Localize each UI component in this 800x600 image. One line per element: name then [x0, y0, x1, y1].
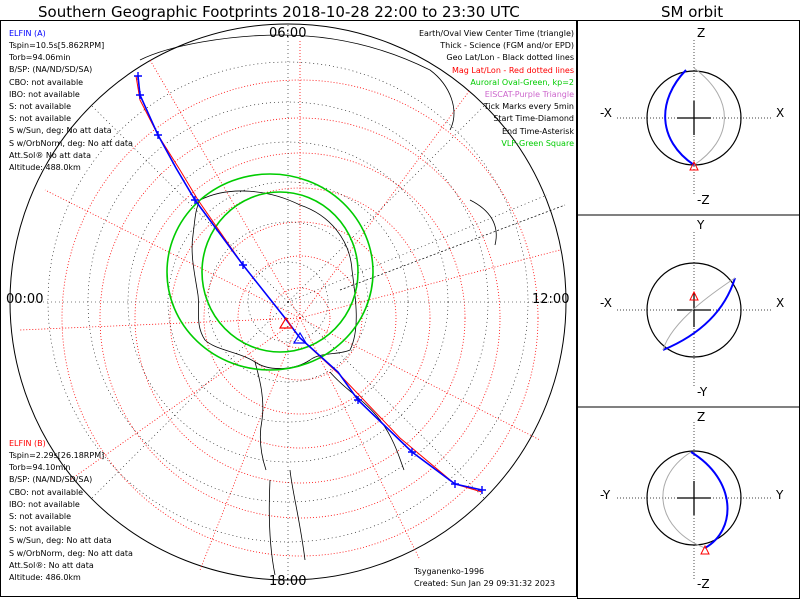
- orbit-panel-xy: [617, 232, 773, 388]
- horizon-circle: [9, 23, 567, 581]
- elfin-b-line: CBO: not available: [9, 487, 84, 497]
- elfin-a-line: S w/OrbNorm, deg: No att data: [9, 138, 133, 148]
- created-label: Created: Sun Jan 29 09:31:32 2023: [414, 579, 556, 588]
- elfin-b-line: S w/OrbNorm, deg: No att data: [9, 548, 133, 558]
- tick-marks: [134, 72, 486, 494]
- elfin-b-line: B/SP: (NA/ND/SD/SA): [9, 475, 93, 485]
- elfin-a-line: Tspin=10.5s[5.862RPM]: [9, 41, 105, 50]
- elfin-a-line: S: not available: [9, 114, 72, 124]
- panel2-top: Y: [697, 218, 705, 232]
- elfin-a-line: CBO: not available: [9, 77, 84, 87]
- legend-item: Earth/Oval View Center Time (triangle): [418, 29, 574, 38]
- panel1-right: X: [776, 106, 785, 120]
- coastline: [139, 34, 497, 576]
- panel3-right: Y: [776, 488, 784, 502]
- legend-item: Mag Lat/Lon - Red dotted lines: [451, 65, 574, 75]
- elfin-a-line: Torb=94.06min: [9, 53, 71, 63]
- panel1-top: Z: [697, 26, 706, 40]
- elfin-a-line: S: not available: [9, 102, 72, 112]
- panel2-left: -X: [600, 296, 612, 310]
- panel1-bottom: -Z: [697, 193, 710, 207]
- elfin-a-line: IBO: not available: [9, 89, 80, 99]
- elfin-b-line: Tspin=2.29s[26.18RPM]: [9, 451, 105, 460]
- panel1-left: -X: [600, 106, 612, 120]
- orbit-title: SM orbit: [661, 3, 724, 21]
- elfin-b-header: ELFIN (B): [9, 439, 46, 448]
- legend-item: VLF-Green Square: [501, 138, 574, 148]
- hour-label-top: 06:00: [269, 26, 307, 41]
- elfin-b-line: Torb=94.10min: [9, 463, 71, 473]
- legend-item: Auroral Oval-Green, kp=2: [470, 77, 574, 87]
- hour-label-right: 12:00: [532, 292, 570, 307]
- legend-item: Start Time-Diamond: [493, 114, 574, 124]
- panel2-right: X: [776, 296, 785, 310]
- elfin-b-line: Att.Sol®: No att data: [9, 560, 94, 570]
- legend: Earth/Oval View Center Time (triangle) Th…: [419, 28, 574, 150]
- elfin-a-line: Att.Sol® No att data: [9, 150, 92, 160]
- panel3-bottom: -Z: [697, 577, 710, 591]
- legend-item: End Time-Asterisk: [501, 126, 574, 136]
- elfin-a-center-triangle: [292, 331, 308, 344]
- elfin-b-line: S: not available: [9, 512, 72, 522]
- panel3-top: Z: [697, 410, 706, 424]
- auroral-oval: [166, 173, 374, 371]
- orbit-panel-xz: [617, 40, 773, 195]
- elfin-b-info: Tspin=2.29s[26.18RPM] Torb=94.10min B/SP: …: [9, 450, 133, 584]
- elfin-b-line: IBO: not available: [9, 499, 80, 509]
- elfin-a-line: B/SP: (NA/ND/SD/SA): [9, 65, 93, 75]
- elfin-a-header: ELFIN (A): [9, 29, 46, 38]
- hour-label-bottom: 18:00: [269, 574, 307, 589]
- sun-direction-line: [339, 204, 566, 291]
- elfin-b-line: S: not available: [9, 524, 72, 534]
- map-title: Southern Geographic Footprints 2018-10-2…: [38, 3, 520, 21]
- elfin-a-line: Altitude: 488.0km: [9, 163, 81, 173]
- elfin-b-line: Altitude: 486.0km: [9, 573, 81, 583]
- elfin-a-line: S w/Sun, deg: No att data: [9, 126, 112, 136]
- legend-item: EISCAT-Purple Triangle: [484, 90, 574, 100]
- legend-item: Geo Lat/Lon - Black dotted lines: [446, 53, 574, 63]
- orbit-panels: [577, 20, 800, 599]
- legend-item: Thick - Science (FGM and/or EPD): [440, 41, 574, 51]
- model-label: Tsyganenko-1996: [414, 567, 485, 576]
- elfin-b-line: S w/Sun, deg: No att data: [9, 536, 112, 546]
- polar-map: [0, 20, 577, 597]
- hour-label-left: 00:00: [6, 292, 44, 307]
- orbit-panel-yz: [617, 422, 773, 580]
- elfin-a-info: Tspin=10.5s[5.862RPM] Torb=94.06min B/SP: …: [9, 40, 133, 174]
- panel3-left: -Y: [600, 488, 611, 502]
- panel2-bottom: -Y: [697, 385, 708, 399]
- elfin-b-center-triangle: [278, 316, 294, 329]
- legend-item: Tick Marks every 5min: [483, 102, 574, 112]
